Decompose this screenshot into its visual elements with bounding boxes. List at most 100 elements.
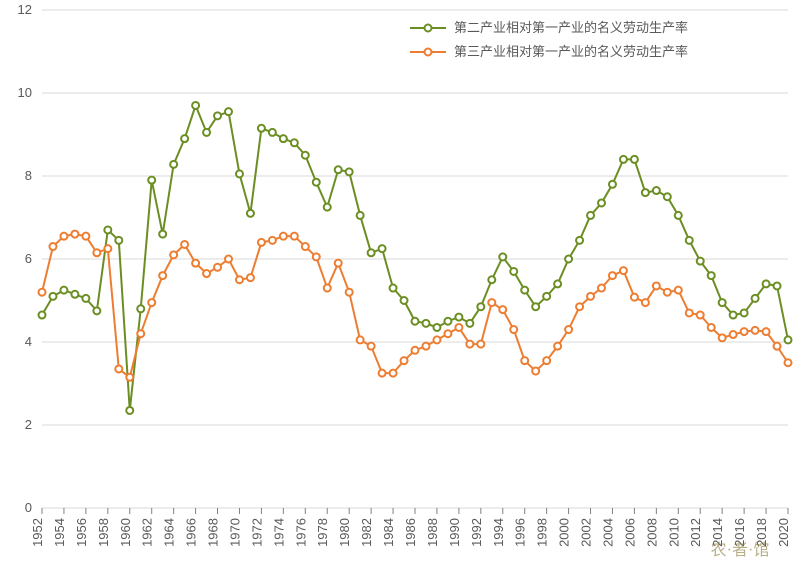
- series-marker-secondary_vs_primary: [675, 212, 682, 219]
- series-marker-tertiary_vs_primary: [291, 233, 298, 240]
- watermark: 农·者·馆: [711, 541, 770, 559]
- series-marker-secondary_vs_primary: [422, 320, 429, 327]
- series-marker-tertiary_vs_primary: [686, 309, 693, 316]
- series-marker-secondary_vs_primary: [576, 237, 583, 244]
- series-marker-secondary_vs_primary: [379, 245, 386, 252]
- series-marker-secondary_vs_primary: [774, 282, 781, 289]
- series-marker-tertiary_vs_primary: [60, 233, 67, 240]
- series-marker-secondary_vs_primary: [401, 297, 408, 304]
- x-axis-label: 1964: [162, 518, 177, 547]
- series-marker-secondary_vs_primary: [49, 293, 56, 300]
- series-marker-secondary_vs_primary: [412, 318, 419, 325]
- series-marker-secondary_vs_primary: [466, 320, 473, 327]
- series-marker-secondary_vs_primary: [269, 129, 276, 136]
- series-marker-tertiary_vs_primary: [115, 365, 122, 372]
- legend-marker: [425, 49, 432, 56]
- series-marker-secondary_vs_primary: [488, 276, 495, 283]
- series-marker-secondary_vs_primary: [126, 407, 133, 414]
- series-marker-secondary_vs_primary: [71, 291, 78, 298]
- series-marker-tertiary_vs_primary: [236, 276, 243, 283]
- series-marker-tertiary_vs_primary: [532, 368, 539, 375]
- series-marker-secondary_vs_primary: [214, 112, 221, 119]
- series-marker-tertiary_vs_primary: [730, 331, 737, 338]
- series-marker-secondary_vs_primary: [510, 268, 517, 275]
- x-axis-label: 1970: [227, 518, 242, 547]
- series-marker-tertiary_vs_primary: [93, 249, 100, 256]
- series-marker-tertiary_vs_primary: [192, 260, 199, 267]
- series-marker-secondary_vs_primary: [741, 309, 748, 316]
- series-marker-secondary_vs_primary: [258, 125, 265, 132]
- series-marker-tertiary_vs_primary: [49, 243, 56, 250]
- series-marker-secondary_vs_primary: [357, 212, 364, 219]
- series-marker-secondary_vs_primary: [137, 305, 144, 312]
- series-marker-tertiary_vs_primary: [785, 359, 792, 366]
- series-marker-secondary_vs_primary: [708, 272, 715, 279]
- chart-container: 0246810121952195419561958196019621964196…: [0, 0, 800, 573]
- y-axis-label: 6: [25, 251, 32, 266]
- series-marker-tertiary_vs_primary: [554, 343, 561, 350]
- series-marker-tertiary_vs_primary: [477, 341, 484, 348]
- series-marker-secondary_vs_primary: [653, 187, 660, 194]
- series-marker-secondary_vs_primary: [181, 135, 188, 142]
- series-marker-secondary_vs_primary: [159, 231, 166, 238]
- series-marker-secondary_vs_primary: [203, 129, 210, 136]
- series-marker-tertiary_vs_primary: [412, 347, 419, 354]
- series-marker-secondary_vs_primary: [302, 152, 309, 159]
- series-marker-tertiary_vs_primary: [741, 328, 748, 335]
- series-marker-secondary_vs_primary: [39, 312, 46, 319]
- series-marker-tertiary_vs_primary: [455, 324, 462, 331]
- series-marker-secondary_vs_primary: [752, 295, 759, 302]
- series-marker-tertiary_vs_primary: [433, 336, 440, 343]
- series-marker-secondary_vs_primary: [785, 336, 792, 343]
- x-axis-label: 1988: [425, 518, 440, 547]
- x-axis-label: 1994: [491, 518, 506, 547]
- series-marker-secondary_vs_primary: [499, 253, 506, 260]
- series-marker-secondary_vs_primary: [598, 199, 605, 206]
- series-marker-secondary_vs_primary: [719, 299, 726, 306]
- series-marker-tertiary_vs_primary: [653, 282, 660, 289]
- y-axis-label: 8: [25, 168, 32, 183]
- series-marker-tertiary_vs_primary: [313, 253, 320, 260]
- x-axis-label: 2008: [644, 518, 659, 547]
- series-marker-tertiary_vs_primary: [258, 239, 265, 246]
- series-marker-tertiary_vs_primary: [269, 237, 276, 244]
- series-marker-tertiary_vs_primary: [675, 287, 682, 294]
- series-marker-tertiary_vs_primary: [379, 370, 386, 377]
- series-marker-tertiary_vs_primary: [422, 343, 429, 350]
- x-axis-label: 2000: [557, 518, 572, 547]
- y-axis-label: 2: [25, 417, 32, 432]
- series-marker-tertiary_vs_primary: [280, 233, 287, 240]
- series-marker-tertiary_vs_primary: [71, 231, 78, 238]
- x-axis-label: 1980: [337, 518, 352, 547]
- y-axis-label: 0: [25, 500, 32, 515]
- series-marker-tertiary_vs_primary: [521, 357, 528, 364]
- series-marker-tertiary_vs_primary: [587, 293, 594, 300]
- x-axis-label: 1972: [249, 518, 264, 547]
- legend-label: 第三产业相对第一产业的名义劳动生产率: [454, 44, 688, 59]
- x-axis-label: 1998: [535, 518, 550, 547]
- y-axis-label: 10: [18, 85, 32, 100]
- x-axis-label: 1996: [513, 518, 528, 547]
- series-marker-tertiary_vs_primary: [302, 243, 309, 250]
- series-marker-tertiary_vs_primary: [401, 357, 408, 364]
- series-marker-secondary_vs_primary: [115, 237, 122, 244]
- x-axis-label: 1968: [206, 518, 221, 547]
- series-marker-tertiary_vs_primary: [752, 327, 759, 334]
- series-marker-secondary_vs_primary: [664, 193, 671, 200]
- series-marker-tertiary_vs_primary: [444, 330, 451, 337]
- series-marker-tertiary_vs_primary: [368, 343, 375, 350]
- series-marker-secondary_vs_primary: [104, 226, 111, 233]
- series-marker-tertiary_vs_primary: [510, 326, 517, 333]
- series-marker-secondary_vs_primary: [686, 237, 693, 244]
- series-marker-tertiary_vs_primary: [203, 270, 210, 277]
- series-marker-secondary_vs_primary: [477, 303, 484, 310]
- series-marker-tertiary_vs_primary: [664, 289, 671, 296]
- series-marker-secondary_vs_primary: [324, 204, 331, 211]
- x-axis-label: 1982: [359, 518, 374, 547]
- series-marker-secondary_vs_primary: [620, 156, 627, 163]
- x-axis-label: 2004: [600, 518, 615, 547]
- series-marker-secondary_vs_primary: [730, 312, 737, 319]
- x-axis-label: 1976: [293, 518, 308, 547]
- series-marker-tertiary_vs_primary: [719, 334, 726, 341]
- x-axis-label: 1960: [118, 518, 133, 547]
